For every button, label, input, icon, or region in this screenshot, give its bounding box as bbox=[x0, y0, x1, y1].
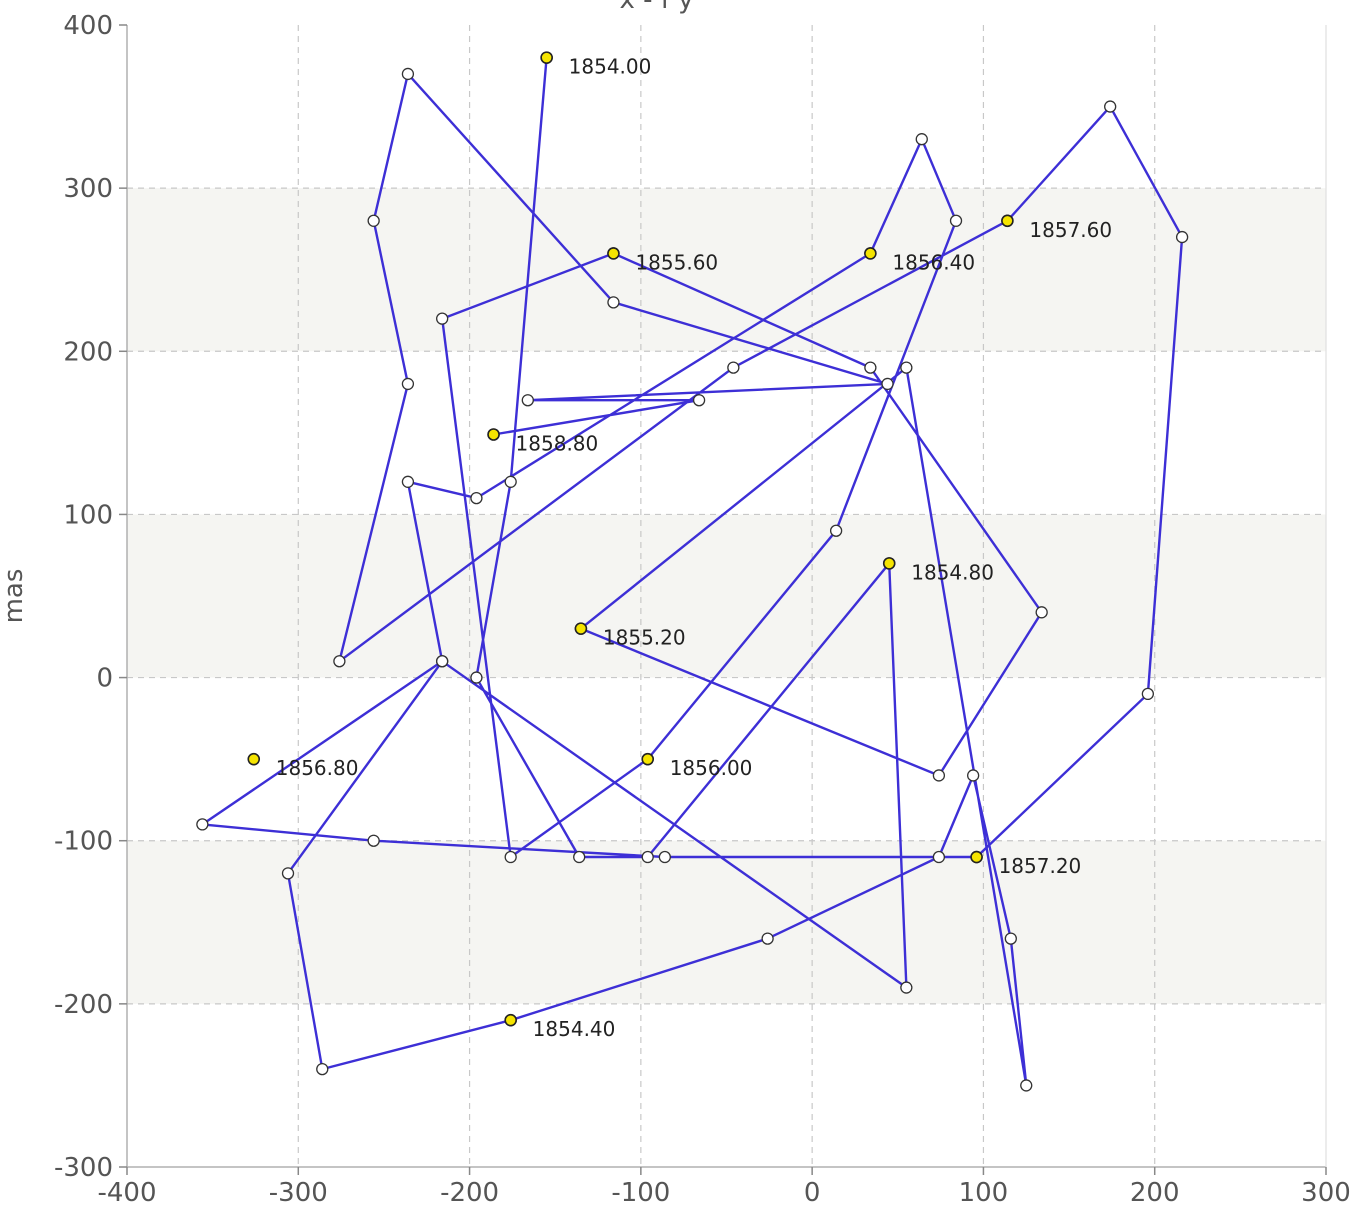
data-point bbox=[401, 475, 415, 488]
data-point bbox=[333, 655, 346, 668]
x-tick-label: 100 bbox=[959, 1178, 1009, 1208]
data-point bbox=[401, 377, 415, 391]
background-band bbox=[127, 514, 1326, 678]
data-point bbox=[949, 214, 963, 227]
y-tick-label: -200 bbox=[54, 990, 113, 1020]
data-point bbox=[1141, 687, 1155, 701]
background-band bbox=[127, 840, 1326, 1004]
data-point bbox=[573, 850, 586, 864]
data-point bbox=[900, 361, 913, 374]
data-point bbox=[915, 133, 928, 146]
data-point bbox=[1004, 932, 1017, 945]
epoch-label: 1854.80 bbox=[911, 560, 994, 584]
tick-labels: -400 -300 -200 -100 0 100 200 3004003002001000-… bbox=[54, 11, 1351, 1208]
data-point bbox=[692, 394, 706, 407]
epoch-marker bbox=[641, 752, 655, 766]
data-point bbox=[864, 361, 877, 374]
x-tick-label: -200 bbox=[440, 1178, 499, 1208]
data-point bbox=[470, 491, 483, 505]
x-tick-label: 0 bbox=[804, 1178, 821, 1208]
data-point bbox=[1035, 606, 1048, 619]
y-tick-label: 0 bbox=[96, 664, 113, 694]
epoch-label: 1854.00 bbox=[569, 55, 652, 79]
background-bands bbox=[127, 188, 1326, 1004]
epoch-marker bbox=[540, 51, 553, 64]
data-point bbox=[607, 296, 620, 309]
x-tick-label: -400 bbox=[97, 1178, 156, 1208]
y-tick-label: 200 bbox=[63, 337, 113, 367]
epoch-marker bbox=[504, 1013, 517, 1027]
data-point bbox=[932, 769, 946, 782]
point-labels-layer: 1854.00 1854.40 1854.80 1855.20 1855.60 1856.… bbox=[276, 55, 1112, 1042]
epoch-marker bbox=[970, 850, 983, 864]
data-point bbox=[881, 377, 894, 391]
chart-title: x - f y bbox=[619, 0, 693, 15]
series-line bbox=[201, 57, 1184, 1087]
y-tick-label: 400 bbox=[63, 11, 113, 41]
data-point bbox=[504, 850, 517, 864]
data-point bbox=[470, 671, 483, 684]
data-point bbox=[1175, 230, 1189, 244]
epoch-label: 1854.40 bbox=[533, 1017, 616, 1041]
data-point bbox=[658, 850, 671, 864]
x-tick-label: -100 bbox=[611, 1178, 670, 1208]
series-layer bbox=[201, 57, 1184, 1087]
epoch-marker bbox=[1001, 214, 1014, 228]
data-point bbox=[829, 524, 843, 537]
x-tick-label: 300 bbox=[1301, 1178, 1351, 1208]
markers-layer bbox=[196, 51, 1189, 1092]
epoch-label: 1856.80 bbox=[276, 756, 359, 780]
epoch-label: 1855.20 bbox=[603, 626, 686, 650]
background-band bbox=[127, 188, 1326, 352]
y-tick-label: 300 bbox=[63, 174, 113, 204]
data-point bbox=[932, 850, 946, 864]
data-point bbox=[316, 1062, 329, 1076]
epoch-marker bbox=[487, 428, 500, 441]
data-point bbox=[436, 312, 449, 325]
data-point bbox=[967, 769, 980, 782]
data-point bbox=[367, 214, 380, 227]
data-point bbox=[281, 867, 295, 880]
y-axis-label: mas bbox=[0, 569, 29, 624]
epoch-marker bbox=[864, 247, 877, 260]
epoch-marker bbox=[247, 752, 261, 766]
epoch-label: 1857.60 bbox=[1029, 218, 1112, 242]
data-point bbox=[196, 818, 209, 831]
data-point bbox=[1020, 1079, 1033, 1092]
x-tick-label: 200 bbox=[1130, 1178, 1180, 1208]
axes bbox=[119, 24, 1327, 1175]
data-point bbox=[436, 655, 449, 668]
data-point bbox=[504, 475, 517, 488]
data-point bbox=[521, 394, 534, 407]
data-point bbox=[900, 981, 913, 994]
epoch-marker bbox=[607, 247, 620, 260]
data-point bbox=[401, 67, 415, 81]
y-tick-label: -100 bbox=[54, 827, 113, 857]
data-point bbox=[1104, 100, 1117, 113]
data-point bbox=[641, 850, 654, 864]
epoch-label: 1856.40 bbox=[892, 250, 975, 274]
y-tick-label: -300 bbox=[54, 1153, 113, 1183]
epoch-label: 1856.00 bbox=[670, 756, 753, 780]
data-point bbox=[761, 932, 774, 945]
data-point bbox=[367, 834, 380, 847]
x-tick-label: -300 bbox=[269, 1178, 328, 1208]
y-tick-label: 100 bbox=[63, 500, 113, 530]
epoch-label: 1855.60 bbox=[635, 250, 718, 274]
epoch-label: 1858.80 bbox=[516, 431, 599, 455]
epoch-marker bbox=[574, 622, 588, 635]
epoch-marker bbox=[882, 557, 896, 570]
epoch-label: 1857.20 bbox=[999, 854, 1082, 878]
data-point bbox=[727, 361, 740, 374]
gridlines bbox=[127, 25, 1326, 1167]
